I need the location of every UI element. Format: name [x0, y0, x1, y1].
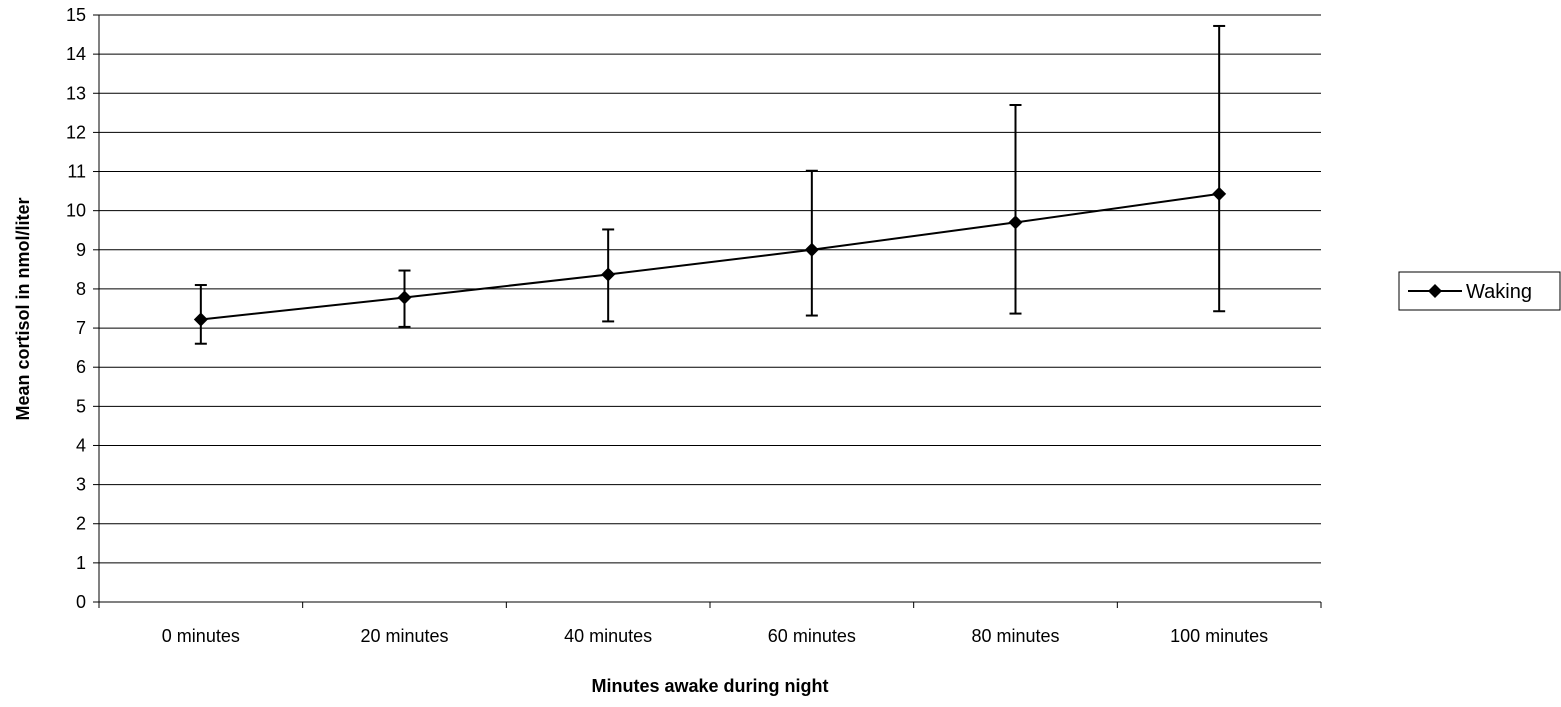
x-tick-label: 20 minutes — [360, 626, 448, 646]
data-point-diamond — [1212, 186, 1227, 201]
y-tick-label: 7 — [76, 318, 86, 338]
y-tick-label: 6 — [76, 357, 86, 377]
x-tick-label: 40 minutes — [564, 626, 652, 646]
data-point-diamond — [1008, 215, 1023, 230]
y-tick-label: 9 — [76, 240, 86, 260]
x-tick-label: 0 minutes — [162, 626, 240, 646]
x-tick-label: 100 minutes — [1170, 626, 1268, 646]
legend-diamond-marker — [1428, 284, 1442, 298]
axes — [98, 15, 1321, 603]
x-tick-label: 60 minutes — [768, 626, 856, 646]
x-axis-ticks: 0 minutes 20 minutes 40 minutes 60 minutes 8… — [98, 602, 1322, 646]
data-point-diamond — [601, 267, 616, 282]
y-tick-label: 5 — [76, 396, 86, 416]
y-tick-label: 10 — [66, 201, 86, 221]
y-tick-label: 14 — [66, 44, 86, 64]
data-point-diamond — [804, 242, 819, 257]
y-tick-label: 2 — [76, 514, 86, 534]
y-tick-label: 12 — [66, 122, 86, 142]
x-tick-label: 80 minutes — [971, 626, 1059, 646]
series-waking — [193, 186, 1227, 327]
y-tick-label: 15 — [66, 5, 86, 25]
legend-label: Waking — [1466, 281, 1532, 303]
gridlines — [99, 14, 1321, 564]
data-point-diamond — [397, 290, 412, 305]
error-bars — [194, 24, 1226, 345]
y-axis-title: Mean cortisol in nmol/liter — [13, 197, 33, 420]
y-tick-label: 1 — [76, 553, 86, 573]
y-tick-label: 0 — [76, 592, 86, 612]
y-tick-label: 8 — [76, 279, 86, 299]
y-tick-label: 11 — [67, 162, 86, 182]
data-point-diamond — [193, 312, 208, 327]
legend: Waking — [1398, 271, 1561, 311]
y-tick-label: 4 — [76, 435, 86, 455]
y-tick-label: 13 — [66, 83, 86, 103]
x-axis-title: Minutes awake during night — [591, 676, 828, 696]
series-line — [200, 192, 1220, 321]
y-tick-label: 3 — [76, 475, 86, 495]
